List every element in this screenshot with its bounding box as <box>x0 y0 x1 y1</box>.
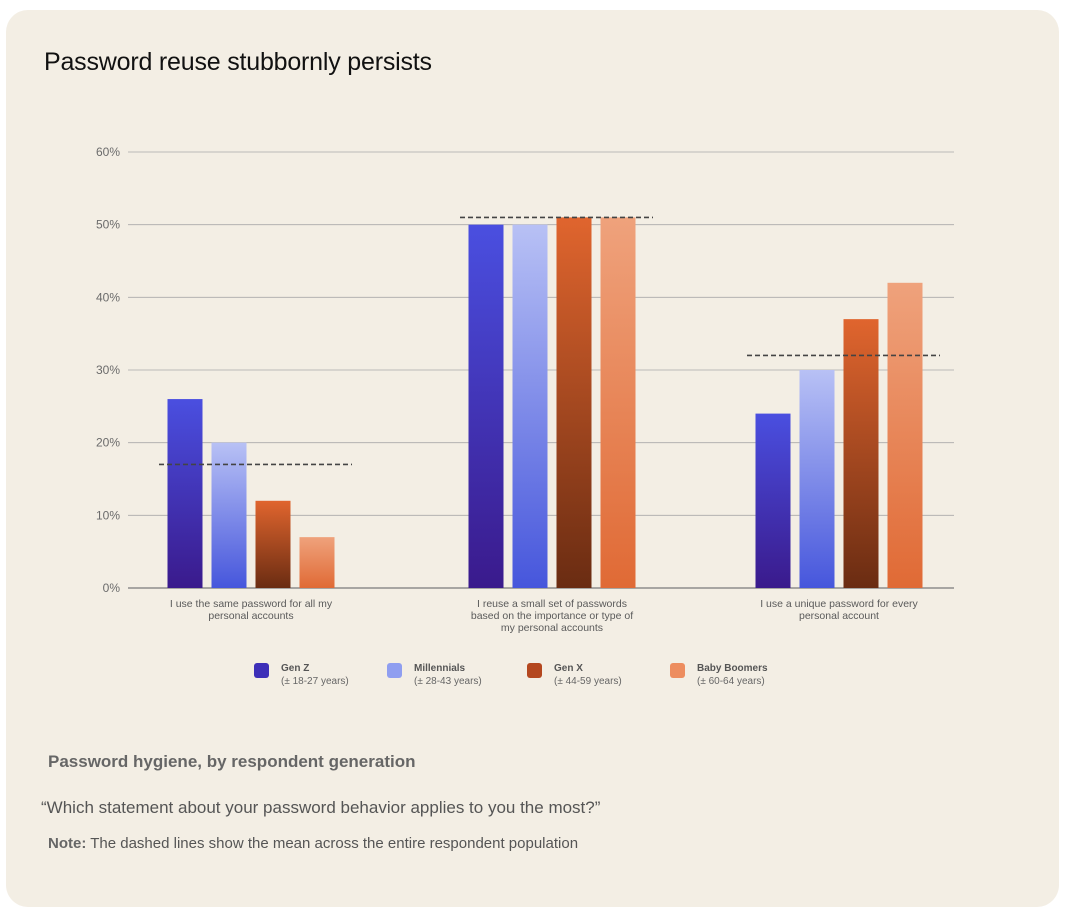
y-tick-label: 20% <box>96 436 120 450</box>
bar <box>211 442 247 588</box>
y-tick-label: 10% <box>96 508 120 522</box>
legend-swatch <box>387 663 402 678</box>
category-label: my personal accounts <box>501 622 603 634</box>
legend-text: Gen Z (± 18-27 years) <box>281 662 349 688</box>
legend-item: Gen Z (± 18-27 years) <box>254 662 349 688</box>
y-tick-label: 0% <box>103 581 121 595</box>
legend-text: Millennials (± 28-43 years) <box>414 662 482 688</box>
bar <box>512 224 548 588</box>
category-label: I use the same password for all my <box>170 598 333 610</box>
bar <box>843 319 879 588</box>
category-label: personal accounts <box>208 610 293 622</box>
category-label: personal account <box>799 610 879 622</box>
legend-text: Baby Boomers (± 60-64 years) <box>697 662 768 688</box>
bar <box>299 537 335 588</box>
chart-subtitle: Password hygiene, by respondent generati… <box>48 752 416 771</box>
bar <box>468 224 504 588</box>
bar <box>556 217 592 588</box>
legend-item: Baby Boomers (± 60-64 years) <box>670 662 768 688</box>
bar <box>799 370 835 588</box>
y-tick-label: 50% <box>96 218 120 232</box>
bar <box>255 500 291 588</box>
legend-series-name: Baby Boomers <box>697 663 768 674</box>
legend-swatch <box>670 663 685 678</box>
legend-item: Gen X (± 44-59 years) <box>527 662 622 688</box>
legend-swatch <box>527 663 542 678</box>
chart-legend: Gen Z (± 18-27 years) Millennials (± 28-43 … <box>0 662 1069 702</box>
bar <box>755 413 791 588</box>
legend-series-range: (± 60-64 years) <box>697 676 765 687</box>
legend-series-range: (± 28-43 years) <box>414 676 482 687</box>
survey-question: “Which statement about your password beh… <box>41 798 601 817</box>
page-title: Password reuse stubbornly persists <box>44 48 432 76</box>
legend-series-name: Gen X <box>554 663 583 674</box>
bar <box>887 282 923 588</box>
note-label: Note: <box>48 835 87 852</box>
legend-series-range: (± 18-27 years) <box>281 676 349 687</box>
bar <box>600 217 636 588</box>
legend-text: Gen X (± 44-59 years) <box>554 662 622 688</box>
legend-series-range: (± 44-59 years) <box>554 676 622 687</box>
legend-swatch <box>254 663 269 678</box>
legend-series-name: Gen Z <box>281 663 310 674</box>
y-tick-label: 40% <box>96 290 120 304</box>
category-label: I reuse a small set of passwords <box>477 598 627 610</box>
bar <box>167 399 203 588</box>
note-text: The dashed lines show the mean across th… <box>86 835 579 852</box>
legend-series-name: Millennials <box>414 663 466 674</box>
category-label: I use a unique password for every <box>760 598 918 610</box>
chart-note: Note: The dashed lines show the mean acr… <box>48 835 578 852</box>
legend-item: Millennials (± 28-43 years) <box>387 662 482 688</box>
category-label: based on the importance or type of <box>471 610 633 622</box>
y-tick-label: 30% <box>96 363 120 377</box>
y-tick-label: 60% <box>96 145 120 159</box>
